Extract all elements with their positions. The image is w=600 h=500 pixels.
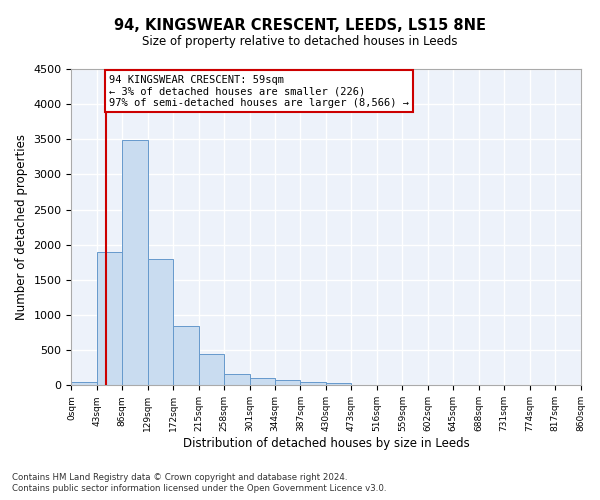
Text: 94 KINGSWEAR CRESCENT: 59sqm
← 3% of detached houses are smaller (226)
97% of se: 94 KINGSWEAR CRESCENT: 59sqm ← 3% of det… (109, 74, 409, 108)
Bar (173, 326, 199, 386)
X-axis label: Distribution of detached houses by size in Leeds: Distribution of detached houses by size … (182, 437, 469, 450)
Bar (122, 140, 148, 386)
Bar (326, 384, 352, 386)
Text: Size of property relative to detached houses in Leeds: Size of property relative to detached ho… (142, 35, 458, 48)
Text: Contains HM Land Registry data © Crown copyright and database right 2024.: Contains HM Land Registry data © Crown c… (12, 473, 347, 482)
Bar (148, 259, 173, 386)
Y-axis label: Number of detached properties: Number of detached properties (15, 134, 28, 320)
Bar (352, 384, 377, 386)
Bar (71, 382, 97, 386)
Bar (224, 374, 250, 386)
Bar (250, 378, 275, 386)
Bar (199, 354, 224, 386)
Text: 94, KINGSWEAR CRESCENT, LEEDS, LS15 8NE: 94, KINGSWEAR CRESCENT, LEEDS, LS15 8NE (114, 18, 486, 32)
Bar (275, 380, 301, 386)
Text: Contains public sector information licensed under the Open Government Licence v3: Contains public sector information licen… (12, 484, 386, 493)
Bar (97, 252, 122, 386)
Bar (301, 382, 326, 386)
